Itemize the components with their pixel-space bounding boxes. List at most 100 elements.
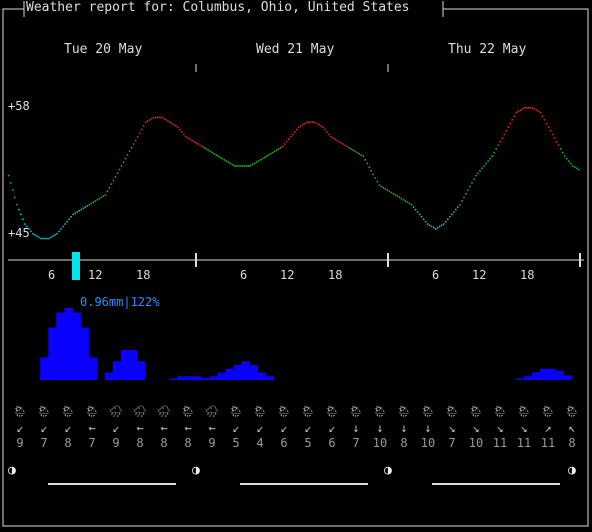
wind-direction-icon: ↗ [544,421,552,435]
temperature-point [553,137,556,139]
temperature-point [201,145,203,148]
temperature-point [455,208,457,211]
hour-label: 18 [520,268,535,282]
temperature-point [241,165,244,167]
temperature-point [76,211,78,213]
temperature-point [370,170,372,172]
temperature-point [16,203,18,206]
weather-symbol-icon: 🌦 [541,405,555,418]
wind-speed-value: 8 [400,436,408,450]
temperature-point [414,208,417,211]
temperature-point [326,131,328,133]
temperature-point [14,196,16,199]
precipitation-bar [531,372,541,380]
wind-speed-value: 7 [40,436,48,450]
temperature-point [578,168,580,171]
temperature-point [285,140,288,143]
temperature-point [402,199,405,201]
temperature-point [342,143,344,145]
temperature-point [465,193,467,195]
temperature-point [223,159,225,161]
precipitation-bar [128,350,138,380]
temperature-point [110,183,113,185]
wind-direction-icon: ← [160,421,168,435]
temperature-point [547,126,550,128]
temperature-point [473,178,475,180]
temperature-point [26,225,28,228]
temperature-point [330,136,332,138]
wind-direction-icon: ↓ [352,421,360,435]
temperature-point [519,109,522,111]
temperature-point [209,150,211,153]
temperature-point [30,230,32,233]
temperature-point [132,143,135,145]
temperature-point [545,122,548,125]
temperature-point [34,234,36,236]
temperature-point [521,108,524,110]
temperature-point [308,121,310,123]
temperature-point [277,148,280,150]
temperature-point [136,136,139,138]
wind-direction-icon: ↙ [256,421,264,435]
temperature-point [574,166,576,168]
precipitation-bar [185,376,194,381]
temperature-point [171,122,173,125]
temperature-point [513,115,515,117]
temperature-curve [8,107,580,240]
wind-direction-icon: ← [184,421,192,435]
temperature-point [96,199,99,201]
temperature-point [169,121,171,123]
temperature-point [235,165,238,167]
weather-symbol-icon: 🌧 [133,405,147,418]
temperature-point [489,157,491,160]
temperature-point [233,165,236,167]
weather-symbol-icon: 🌦 [565,405,579,418]
temperature-point [155,116,157,119]
temperature-point [451,213,453,216]
temperature-point [404,200,407,202]
temperature-point [422,218,425,220]
temperature-point [551,133,554,136]
temperature-point [251,163,254,166]
temperature-point [461,200,463,202]
wind-direction-icon: ↓ [376,421,384,435]
temperature-point [259,159,262,161]
precipitation-chart [40,308,573,381]
temperature-point [265,155,268,157]
temperature-point [90,202,93,205]
temperature-point [555,140,558,143]
temperature-point [283,143,286,145]
temperature-point [418,213,421,216]
precipitation-bar [209,376,218,381]
temperature-point [571,165,574,167]
wind-direction-icon: ↘ [448,421,456,435]
temperature-point [247,165,250,167]
temperature-point [50,236,52,239]
temperature-point [70,216,72,218]
precipitation-bar [217,372,226,380]
wind-speed-value: 8 [160,436,168,450]
temperature-point [24,223,26,225]
weather-symbol-icon: 🌦 [301,405,315,418]
temperature-point [185,136,187,138]
temperature-point [352,149,354,151]
temperature-point [372,173,374,176]
temperature-point [306,121,308,123]
wind-direction-icon: ↙ [40,421,48,435]
temperature-point [211,151,213,154]
temperature-point [340,142,342,144]
temperature-point [334,138,336,140]
precipitation-bar [265,376,275,381]
weather-symbol-icon: 🌦 [421,405,435,418]
temperature-point [68,218,70,220]
temperature-point [100,196,103,199]
weather-symbol-icon: 🌦 [13,405,27,418]
temperature-point [469,185,471,188]
temperature-point [116,172,119,174]
temperature-point [92,201,95,203]
temperature-point [410,203,413,206]
precipitation-bar [169,378,178,380]
temperature-point [40,237,42,240]
temperature-point [376,180,379,183]
hour-label: 12 [280,268,295,282]
